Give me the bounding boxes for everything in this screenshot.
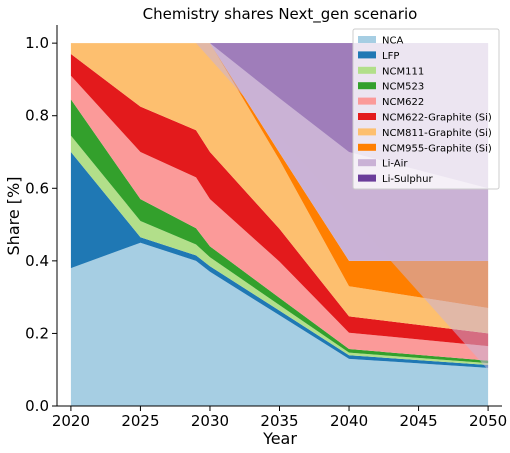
y-axis-label: Share [%] (4, 177, 23, 256)
legend-swatch (358, 51, 376, 59)
legend-label: NCM622-Graphite (Si) (382, 113, 492, 124)
legend-swatch (358, 113, 376, 120)
legend-swatch (358, 97, 376, 105)
legend-swatch (358, 174, 376, 182)
legend-swatch (358, 159, 376, 167)
legend-swatch (358, 82, 376, 90)
legend-label: Li-Sulphur (382, 174, 433, 185)
y-tick-label: 0.2 (25, 324, 49, 342)
legend-label: Li-Air (382, 159, 408, 170)
chart-title: Chemistry shares Next_gen scenario (143, 5, 418, 24)
area-ncm811-graphite-si (70, 43, 489, 334)
x-tick-label: 2030 (191, 412, 229, 430)
x-tick-label: 2045 (399, 412, 437, 430)
x-tick-label: 2050 (469, 412, 507, 430)
y-tick-label: 0.0 (25, 397, 49, 415)
x-tick-label: 2020 (52, 412, 90, 430)
legend-swatch (358, 143, 376, 151)
legend-label: NCM811-Graphite (Si) (382, 128, 492, 139)
x-axis-label: Year (262, 429, 297, 448)
legend-label: LFP (382, 51, 399, 62)
legend: NCA LFP NCM111 NCM523 NCM622 NCM622-Graphite … (352, 28, 500, 190)
y-tick-label: 0.6 (25, 179, 49, 197)
area-ncm622-graphite-si (70, 54, 489, 347)
legend-swatch (358, 66, 376, 74)
legend-swatch (358, 128, 376, 136)
legend-label: NCM955-Graphite (Si) (382, 143, 492, 154)
legend-label: NCA (382, 36, 403, 47)
x-tick-label: 2025 (121, 412, 159, 430)
legend-box (352, 28, 500, 190)
legend-label: NCM523 (382, 82, 424, 93)
legend-label: NCM111 (382, 66, 424, 77)
y-tick-label: 0.4 (25, 252, 49, 270)
legend-swatch (358, 36, 376, 43)
area-nca (70, 242, 489, 406)
y-tick-label: 0.8 (25, 107, 49, 125)
axes: 2020 2025 2030 2035 2040 2045 2050 0.0 0.2 0.4 0.6… (25, 25, 507, 430)
y-tick-label: 1.0 (25, 34, 49, 52)
x-tick-label: 2040 (330, 412, 368, 430)
legend-label: NCM622 (382, 97, 424, 108)
x-tick-label: 2035 (260, 412, 298, 430)
